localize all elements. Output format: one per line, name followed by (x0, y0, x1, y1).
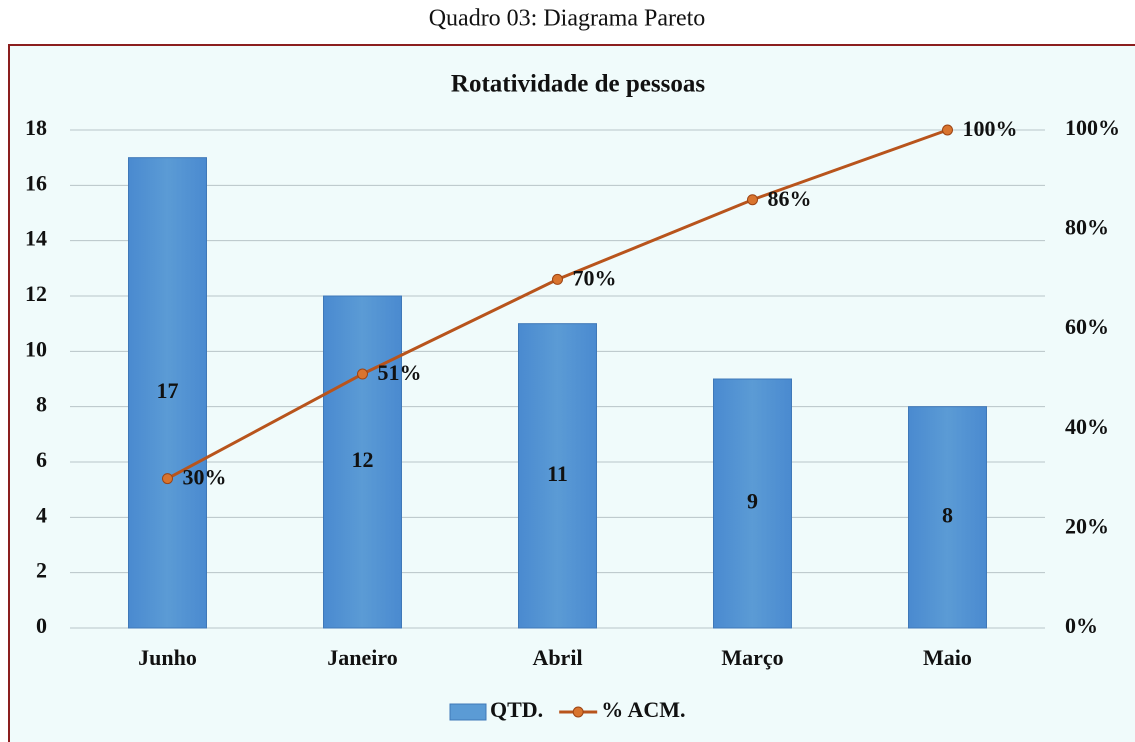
x-tick-label: Junho (138, 645, 197, 670)
bar-label: 17 (157, 378, 179, 403)
legend-label: % ACM. (601, 697, 685, 722)
line-label: 100% (963, 116, 1018, 141)
y2-tick-label: 20% (1065, 513, 1109, 538)
legend-marker (572, 706, 584, 718)
line-label: 70% (573, 265, 617, 290)
line-marker (552, 273, 563, 285)
bar (908, 406, 987, 629)
bar (518, 323, 597, 629)
y-tick-label: 18 (25, 115, 47, 140)
bar-label: 11 (547, 461, 568, 486)
y-tick-label: 10 (25, 336, 47, 361)
line-label: 51% (378, 360, 422, 385)
caption: Quadro 03: Diagrama Pareto (429, 6, 706, 32)
legend-swatch (449, 703, 487, 721)
y2-tick-label: 60% (1065, 314, 1109, 339)
y-tick-label: 6 (36, 447, 47, 472)
x-tick-label: Março (721, 645, 783, 670)
y2-tick-label: 100% (1065, 115, 1120, 140)
bar (713, 378, 792, 629)
y2-tick-label: 80% (1065, 215, 1109, 240)
bar-label: 12 (352, 447, 374, 472)
line-marker (942, 124, 953, 136)
bar (323, 295, 402, 629)
y-tick-label: 16 (25, 170, 47, 195)
x-tick-label: Janeiro (327, 645, 397, 670)
y-tick-label: 12 (25, 281, 47, 306)
bar (128, 157, 207, 629)
chart-title: Rotatividade de pessoas (451, 71, 705, 98)
y-tick-label: 8 (36, 392, 47, 417)
y-tick-label: 0 (36, 613, 47, 638)
legend-label: QTD. (490, 697, 543, 722)
line-marker (357, 368, 368, 380)
y-tick-label: 14 (25, 226, 47, 251)
y-tick-label: 4 (36, 502, 47, 527)
x-tick-label: Maio (923, 645, 972, 670)
y2-tick-label: 0% (1065, 613, 1098, 638)
y2-tick-label: 40% (1065, 414, 1109, 439)
bar-label: 9 (747, 489, 758, 514)
bar-label: 8 (942, 502, 953, 527)
line-label: 86% (768, 186, 812, 211)
y-tick-label: 2 (36, 558, 47, 583)
line-marker (747, 194, 758, 206)
line-label: 30% (183, 465, 227, 490)
line-marker (162, 473, 173, 485)
x-tick-label: Abril (532, 645, 582, 670)
